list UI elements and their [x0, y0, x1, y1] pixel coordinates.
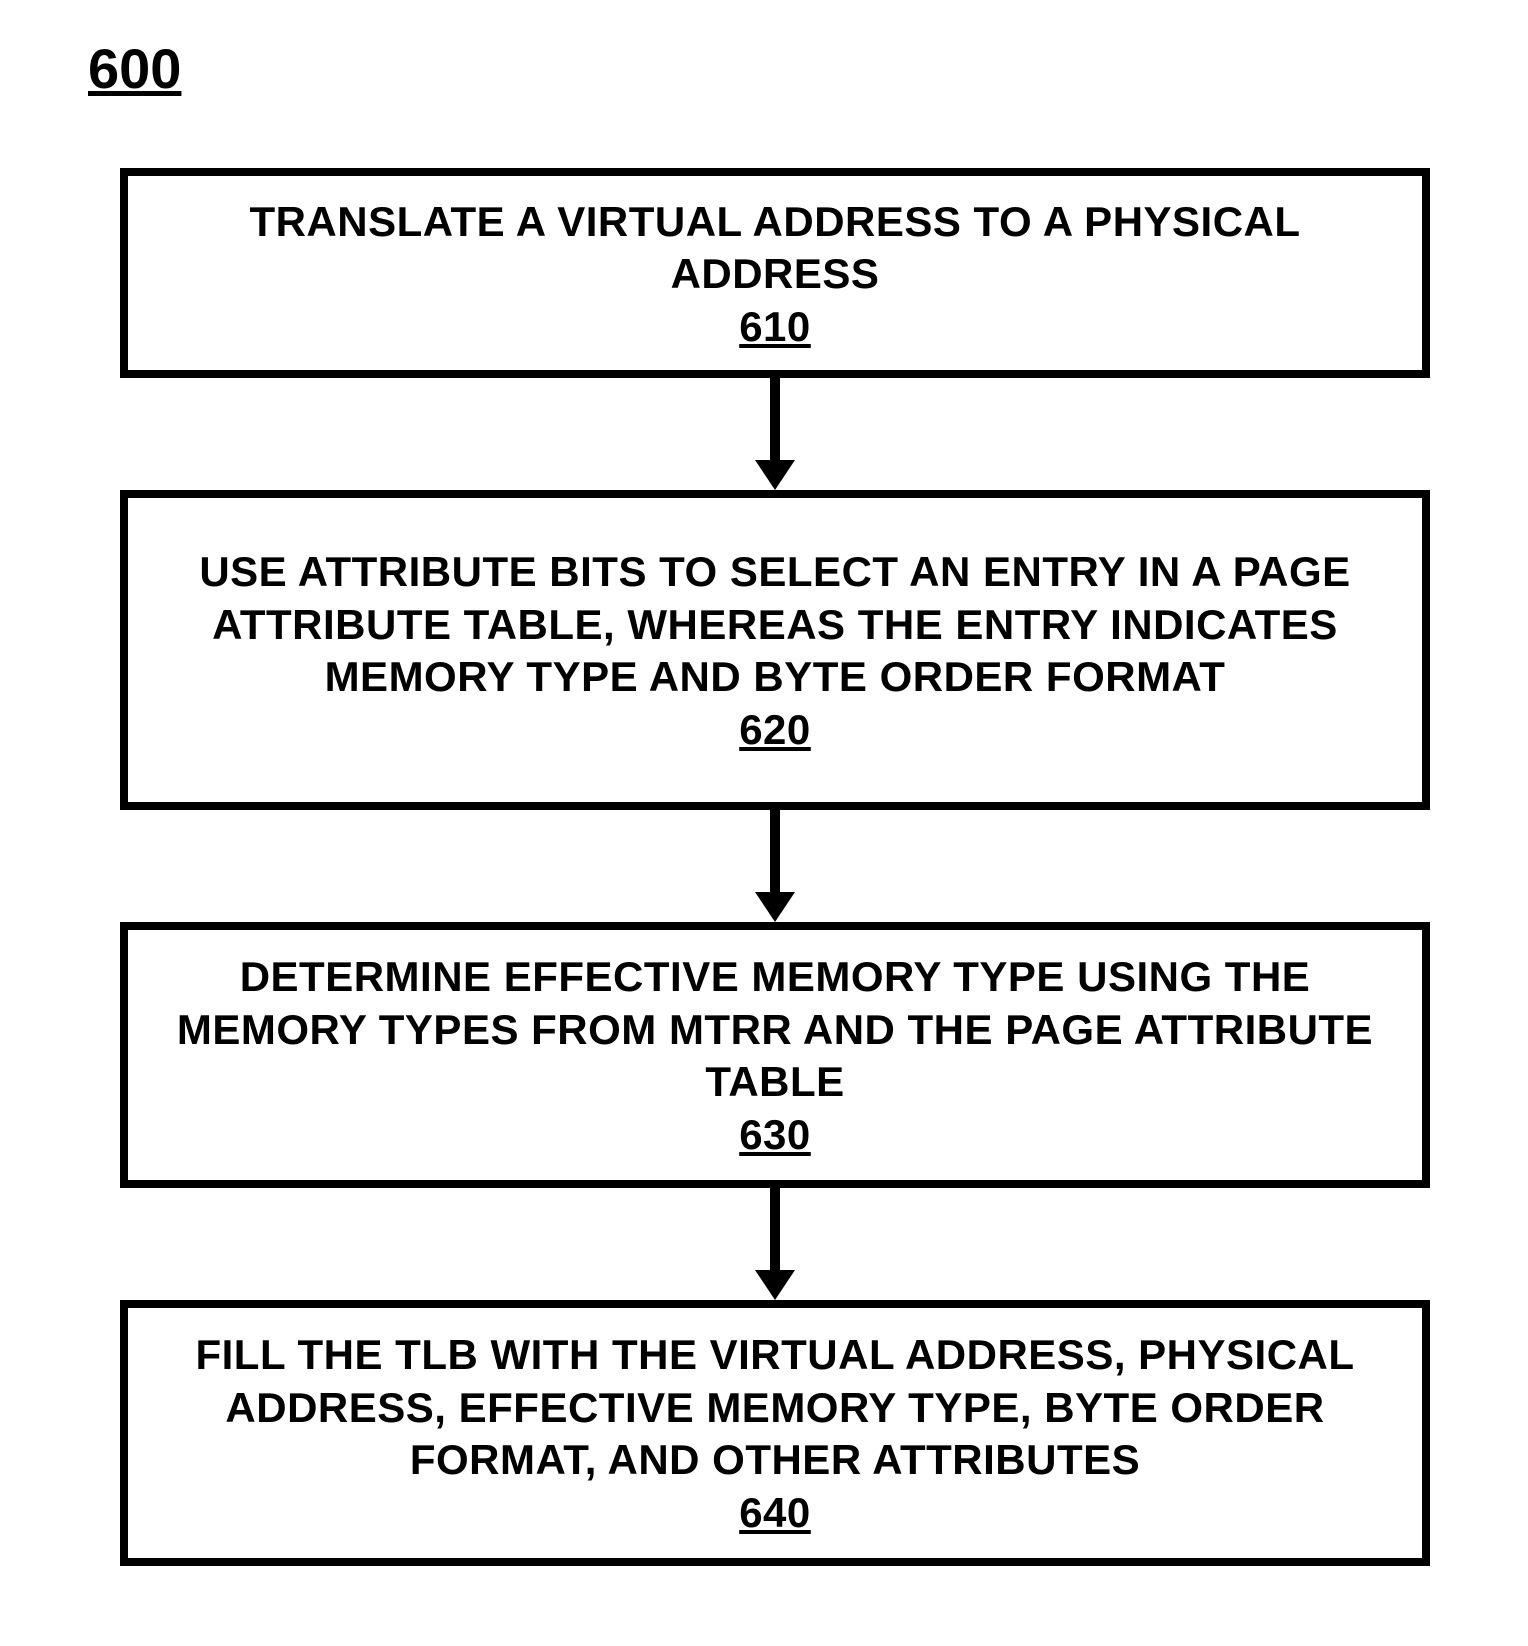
arrow-line-2 [770, 810, 780, 892]
step-text: DETERMINE EFFECTIVE MEMORY TYPE USING TH… [156, 951, 1394, 1109]
step-box-620: USE ATTRIBUTE BITS TO SELECT AN ENTRY IN… [120, 490, 1430, 810]
flowchart-canvas: 600 TRANSLATE A VIRTUAL ADDRESS TO A PHY… [0, 0, 1528, 1646]
step-number: 620 [739, 706, 811, 754]
step-box-640: FILL THE TLB WITH THE VIRTUAL ADDRESS, P… [120, 1300, 1430, 1566]
arrow-line-3 [770, 1188, 780, 1270]
figure-number: 600 [88, 36, 181, 101]
step-text: USE ATTRIBUTE BITS TO SELECT AN ENTRY IN… [156, 546, 1394, 704]
step-number: 630 [739, 1111, 811, 1159]
step-number: 610 [739, 303, 811, 351]
step-box-610: TRANSLATE A VIRTUAL ADDRESS TO A PHYSICA… [120, 168, 1430, 378]
step-box-630: DETERMINE EFFECTIVE MEMORY TYPE USING TH… [120, 922, 1430, 1188]
step-text: TRANSLATE A VIRTUAL ADDRESS TO A PHYSICA… [156, 196, 1394, 301]
step-text: FILL THE TLB WITH THE VIRTUAL ADDRESS, P… [156, 1329, 1394, 1487]
step-number: 640 [739, 1489, 811, 1537]
arrow-line-1 [770, 378, 780, 460]
arrow-head-2 [755, 892, 795, 922]
arrow-head-1 [755, 460, 795, 490]
arrow-head-3 [755, 1270, 795, 1300]
